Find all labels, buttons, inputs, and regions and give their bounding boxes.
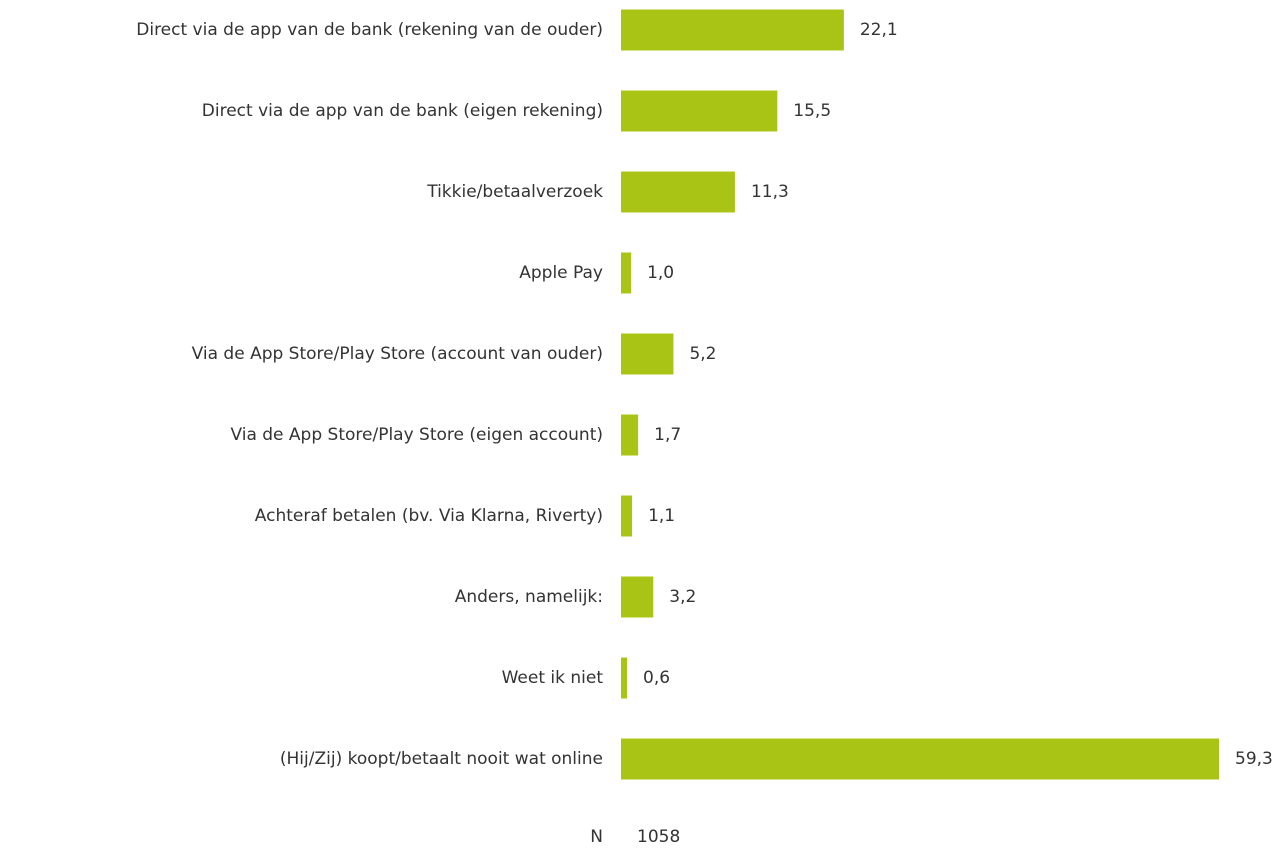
value-label: 5,2: [689, 344, 716, 364]
value-label: 1,7: [654, 425, 681, 445]
n-label: N: [590, 827, 603, 847]
category-label: Weet ik niet: [502, 668, 604, 688]
n-value: 1058: [637, 827, 680, 847]
category-label: Via de App Store/Play Store (account van…: [192, 344, 603, 364]
bar: [621, 495, 633, 537]
bar: [621, 333, 674, 375]
category-label: Direct via de app van de bank (rekening …: [136, 20, 603, 40]
bar: [621, 252, 632, 294]
value-label: 11,3: [751, 182, 789, 202]
value-label: 22,1: [860, 20, 898, 40]
bar: [621, 90, 778, 132]
bar: [621, 414, 639, 456]
bar: [621, 576, 654, 618]
value-label: 3,2: [669, 587, 696, 607]
category-label: Apple Pay: [519, 263, 603, 283]
category-label: Tikkie/betaalverzoek: [426, 182, 603, 202]
bar: [621, 171, 735, 213]
category-label: Achteraf betalen (bv. Via Klarna, Rivert…: [255, 506, 603, 526]
category-label: Anders, namelijk:: [455, 587, 603, 607]
bar: [621, 738, 1219, 780]
bar: [621, 9, 844, 51]
category-label: Via de App Store/Play Store (eigen accou…: [230, 425, 603, 445]
bar: [621, 657, 628, 699]
value-label: 59,3: [1235, 749, 1273, 769]
value-label: 1,0: [647, 263, 674, 283]
category-label: Direct via de app van de bank (eigen rek…: [202, 101, 603, 121]
category-label: (Hij/Zij) koopt/betaalt nooit wat online: [280, 749, 603, 769]
value-label: 1,1: [648, 506, 675, 526]
value-label: 15,5: [793, 101, 831, 121]
value-label: 0,6: [643, 668, 670, 688]
